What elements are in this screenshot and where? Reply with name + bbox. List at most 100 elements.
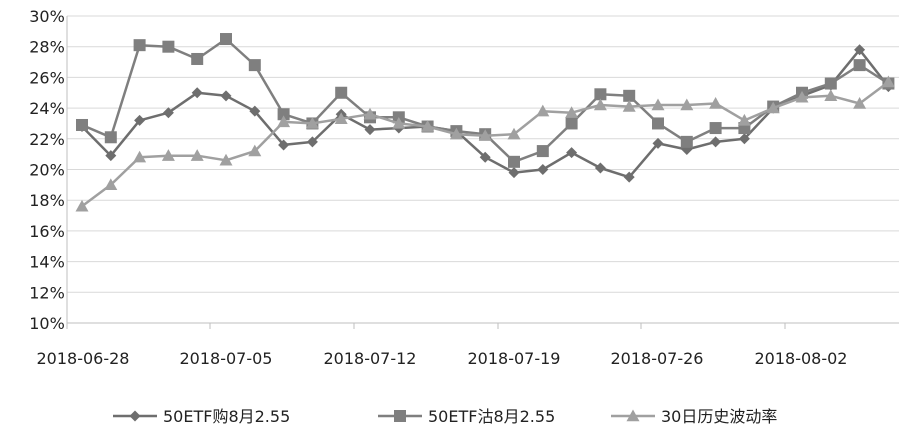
data-point [622, 100, 636, 112]
y-tick-label: 18% [29, 191, 65, 210]
data-point [566, 147, 578, 159]
data-point [75, 199, 89, 212]
data-point [881, 75, 895, 88]
legend-label: 50ETF沽8月2.55 [428, 407, 555, 426]
data-point [190, 149, 204, 161]
data-point [593, 98, 607, 111]
data-point [709, 96, 723, 109]
y-tick-label: 26% [29, 68, 65, 87]
data-point [277, 108, 290, 121]
data-point [710, 136, 722, 148]
y-tick-label: 16% [29, 222, 65, 241]
data-point [134, 114, 146, 126]
data-point [565, 106, 579, 118]
x-tick-label: 2018-06-28 [37, 349, 130, 368]
data-point [824, 77, 837, 90]
data-point [277, 115, 291, 128]
y-tick-label: 10% [29, 314, 65, 333]
legend-label: 50ETF购8月2.55 [163, 407, 290, 426]
data-point [219, 153, 233, 166]
data-point [220, 90, 232, 102]
data-point [363, 107, 377, 120]
data-point [623, 89, 636, 102]
data-point [853, 59, 866, 72]
x-tick-label: 2018-07-26 [611, 349, 704, 368]
data-point [479, 151, 491, 163]
y-tick-label: 22% [29, 130, 65, 149]
legend-label: 30日历史波动率 [661, 407, 777, 426]
data-point [536, 104, 550, 117]
series [75, 33, 895, 212]
y-tick-label: 20% [29, 161, 65, 180]
x-tick-label: 2018-07-05 [180, 349, 273, 368]
legend-marker [129, 410, 141, 422]
data-point [795, 90, 809, 103]
data-point [652, 137, 664, 149]
data-point [652, 117, 664, 130]
data-point [248, 144, 262, 157]
data-point [191, 52, 204, 65]
data-point [364, 124, 376, 136]
legend-item: 50ETF购8月2.55 [113, 407, 290, 426]
legend-item: 50ETF沽8月2.55 [378, 407, 555, 426]
x-tick-label: 2018-07-12 [324, 349, 417, 368]
data-point [249, 105, 261, 117]
legend: 50ETF购8月2.55 50ETF沽8月2.55 30日历史波动率 [113, 407, 777, 426]
x-tick-label: 2018-08-02 [755, 349, 848, 368]
gridlines [67, 15, 899, 324]
data-point [392, 116, 406, 129]
data-point [853, 96, 867, 109]
y-tick-label: 30% [29, 7, 65, 26]
data-point [565, 117, 578, 130]
data-point [248, 59, 261, 72]
data-point [508, 155, 520, 168]
data-point [680, 135, 693, 148]
series-1 [76, 44, 894, 183]
data-point [76, 118, 88, 131]
data-point [162, 40, 175, 53]
axes: 10% 12% 14% 16% 18% 20% 22% 24% 26% 28% 30% 2018-06… [29, 7, 899, 368]
series-3 [75, 75, 895, 212]
y-tick-label: 12% [29, 283, 65, 302]
data-point [105, 150, 117, 162]
data-point [220, 33, 232, 46]
data-point [335, 86, 348, 99]
data-point [536, 145, 549, 158]
data-point [680, 98, 694, 111]
data-point [104, 178, 118, 191]
data-point [738, 122, 751, 135]
y-tick-label: 28% [29, 38, 65, 57]
data-point [161, 149, 175, 161]
data-point [507, 127, 521, 140]
data-point [623, 171, 635, 183]
data-point [449, 127, 463, 140]
data-point [854, 44, 866, 56]
data-point [594, 88, 607, 101]
data-point [709, 122, 722, 135]
legend-marker [394, 410, 406, 422]
data-point [737, 113, 751, 126]
data-point [334, 112, 348, 125]
y-tick-label: 14% [29, 253, 65, 272]
series-2 [76, 33, 895, 168]
data-point [824, 89, 838, 102]
legend-marker [626, 409, 640, 422]
data-point [133, 150, 147, 163]
data-point [162, 107, 174, 119]
data-point [278, 139, 290, 151]
data-point [104, 131, 117, 144]
legend-item: 30日历史波动率 [611, 407, 777, 426]
data-point [306, 136, 318, 148]
x-tick-label: 2018-07-19 [468, 349, 561, 368]
data-point [133, 39, 146, 52]
data-point [508, 167, 520, 179]
data-point [537, 164, 549, 175]
data-point [594, 162, 606, 174]
data-point [738, 133, 750, 145]
data-point [305, 116, 319, 129]
data-point [421, 120, 435, 132]
data-point [766, 101, 780, 114]
data-point [191, 87, 203, 99]
